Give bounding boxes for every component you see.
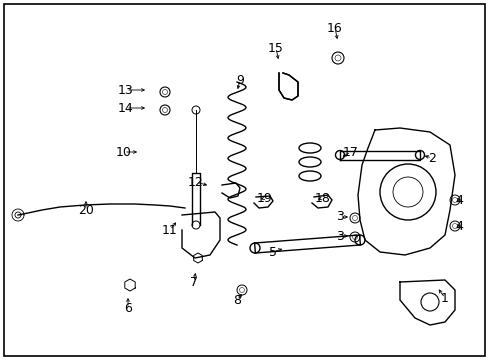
Text: 3: 3 [335, 211, 343, 224]
Text: 7: 7 [190, 275, 198, 288]
Text: 10: 10 [116, 145, 132, 158]
Text: 12: 12 [188, 175, 203, 189]
Text: 4: 4 [454, 194, 462, 207]
Text: 9: 9 [236, 73, 244, 86]
Text: 13: 13 [118, 84, 134, 96]
Text: 20: 20 [78, 203, 94, 216]
Text: 17: 17 [343, 145, 358, 158]
Text: 5: 5 [268, 246, 276, 258]
Text: 2: 2 [427, 152, 435, 165]
Text: 14: 14 [118, 102, 134, 114]
Polygon shape [279, 73, 297, 100]
Text: 3: 3 [335, 230, 343, 243]
Text: 1: 1 [440, 292, 448, 305]
Text: 11: 11 [162, 224, 178, 237]
Text: 6: 6 [124, 302, 132, 315]
Text: 8: 8 [232, 293, 241, 306]
Text: 4: 4 [454, 220, 462, 233]
Text: 16: 16 [326, 22, 342, 35]
Text: 18: 18 [314, 192, 330, 204]
Text: 15: 15 [267, 41, 284, 54]
Text: 19: 19 [257, 192, 272, 204]
